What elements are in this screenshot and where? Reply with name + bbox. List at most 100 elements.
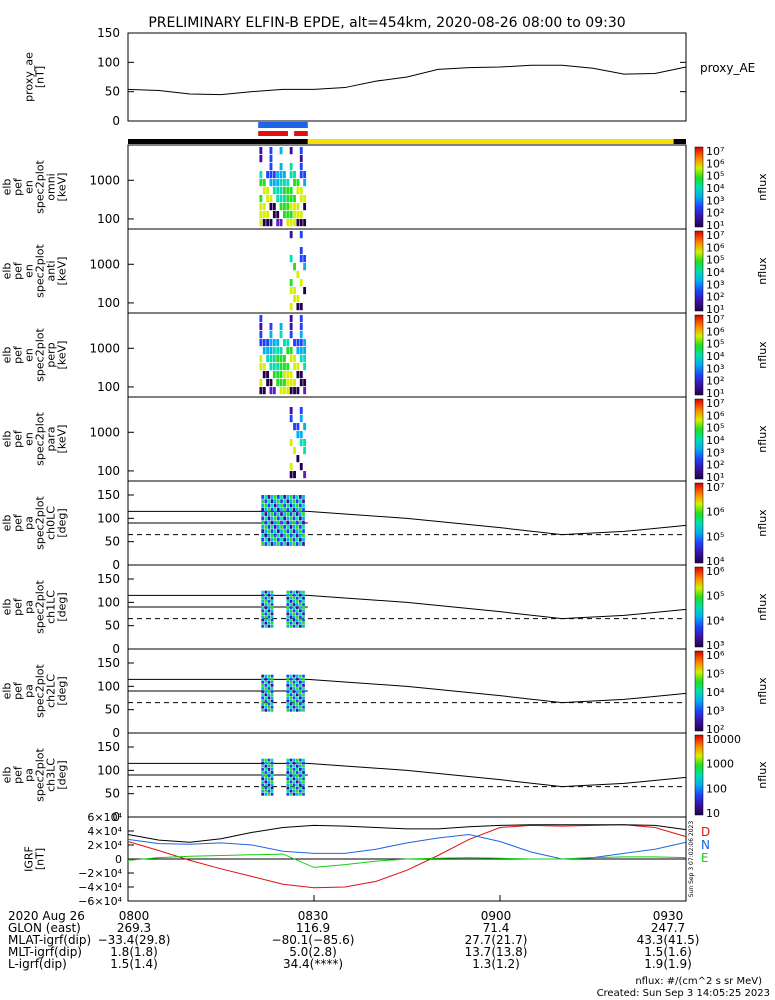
pa_ch1-spectrogram-cell <box>299 606 302 610</box>
en_omni-spectrogram-cell <box>299 171 303 179</box>
en_para-spectrogram-cell <box>289 439 293 447</box>
pa_ch0-ytick-label: 0 <box>112 558 120 572</box>
pa_ch3-spectrogram-cell <box>261 786 264 790</box>
footer-cell: 5.0(2.8) <box>289 945 337 959</box>
en_anti-ylabel-line: pef <box>12 261 25 280</box>
pa_ch1-spectrogram-cell <box>295 618 299 622</box>
footer-cell: 34.4(****) <box>283 957 343 971</box>
en_omni-spectrogram-cell <box>299 195 303 203</box>
pa_ch2-spectrogram-cell <box>302 674 305 678</box>
en_perp-spectrogram-cell <box>289 379 293 387</box>
pa_ch3-spectrogram-cell <box>295 789 299 793</box>
pa_ch3-spectrogram-cell <box>267 758 271 762</box>
pa_ch3-spectrogram-cell <box>289 783 293 787</box>
en_omni-ylabel-line: pef <box>12 177 25 196</box>
en_omni-spectrogram-cell <box>283 187 286 195</box>
en_anti-spectrogram-cell <box>303 287 307 295</box>
pa_ch2-spectrogram-cell <box>299 674 302 678</box>
pa_ch3-spectrogram-cell <box>267 792 271 796</box>
pa_ch1-spectrogram-cell <box>292 606 296 610</box>
pa_ch0-spectrogram-cell <box>264 520 268 525</box>
pa_ch3-spectrogram-cell <box>267 774 271 778</box>
pa_ch1-spectrogram-cell <box>264 612 268 616</box>
pa_ch2-spectrogram-cell <box>292 702 296 706</box>
pa_ch1-spectrogram-cell <box>302 603 305 606</box>
en_omni-spectrogram-cell <box>299 155 303 163</box>
pa_ch0-spectrogram-cell <box>261 520 264 525</box>
pa_ch0-spectrogram-cell <box>280 524 283 529</box>
en_omni-spectrogram-cell <box>293 219 296 227</box>
pa_ch2-spectrogram-cell <box>299 708 302 712</box>
pa_ch1-spectrogram-cell <box>292 624 296 628</box>
en_perp-spectrogram-cell <box>283 355 286 363</box>
en_omni-spectrogram-cell <box>269 219 273 227</box>
pa_ch1-spectrogram-cell <box>299 621 302 625</box>
pa_ch1-spectrogram-cell <box>267 621 271 625</box>
pa_ch2-spectrogram-cell <box>286 702 290 706</box>
pa_ch2-spectrogram-cell <box>299 684 302 687</box>
pa_ch0-spectrogram-cell <box>302 512 305 516</box>
pa_ch2-ytick-label: 150 <box>97 656 120 670</box>
pa_ch0-spectrogram-cell <box>286 537 290 542</box>
pa_ch0-ylabel-line: spec2plot <box>34 496 47 550</box>
pa_ch2-spectrogram-cell <box>292 674 296 678</box>
igrf-series-E <box>127 853 687 868</box>
en_omni-spectrogram-cell <box>303 171 307 179</box>
pa_ch0-spectrogram-cell <box>261 516 264 521</box>
pa_ch2-colorbar-tick-label: 10⁵ <box>706 668 724 681</box>
pa_ch0-spectrogram-cell <box>273 512 277 516</box>
en_omni-spectrogram-cell <box>266 219 270 227</box>
pa_ch3-spectrogram-cell <box>267 780 271 784</box>
pa_ch0-spectrogram-cell <box>286 533 290 538</box>
pa_ch0-ylabel-line: [deg] <box>56 508 69 537</box>
pa_ch3-spectrogram-cell <box>299 792 302 796</box>
en_perp-spectrogram-cell <box>286 339 290 347</box>
pa_ch2-spectrogram-cell <box>295 708 299 712</box>
pa_ch0-spectrogram-cell <box>270 537 274 542</box>
pa_ch2-spectrogram-cell <box>267 680 271 684</box>
pa_ch3-spectrogram-cell <box>289 774 293 778</box>
pa_ch3-spectrogram-cell <box>286 771 290 774</box>
pa_ch2-spectrogram-cell <box>261 684 264 687</box>
pa_ch1-spectrogram-cell <box>299 593 302 597</box>
en_anti-colorbar-tick-label: 10⁷ <box>706 229 724 242</box>
pa_ch2-spectrogram-cell <box>299 687 302 690</box>
igrf-ytick-label: 4×10⁴ <box>87 825 122 838</box>
pa_ch0-spectrogram-cell <box>292 507 296 512</box>
pa_ch3-spectrogram-cell <box>286 783 290 787</box>
pa_ch0-ylabel-line: ch0LC <box>45 506 58 540</box>
pa_ch0-spectrogram-cell <box>267 533 271 538</box>
en_para-spectrogram-cell <box>299 439 303 447</box>
pa_ch1-spectrogram-cell <box>264 609 268 613</box>
en_perp-spectrogram-cell <box>272 363 276 371</box>
en_anti-spectrogram-cell <box>299 303 303 311</box>
pa_ch0-spectrogram-cell <box>277 529 280 534</box>
pa_ch0-spectrogram-cell <box>302 542 305 546</box>
pa_ch2-spectrogram-cell <box>286 708 290 712</box>
en_omni-spectrogram-cell <box>296 219 300 227</box>
en_anti-colorbar-tick-label: 10³ <box>706 278 724 291</box>
en_anti-colorbar-tick-label: 10⁴ <box>706 266 725 279</box>
en_perp-spectrogram-cell <box>279 379 283 387</box>
pa_ch1-spectrogram-cell <box>289 603 293 606</box>
pa_ch0-spectrogram-cell <box>273 537 277 542</box>
en_perp-spectrogram-cell <box>259 379 263 387</box>
pa_ch3-spectrogram-cell <box>286 786 290 790</box>
igrf-series-D <box>127 824 687 889</box>
en_perp-colorbar-label: nflux <box>756 341 769 369</box>
pa_ch1-spectrogram-cell <box>289 600 293 603</box>
pa_ch1-spectrogram-cell <box>299 603 302 606</box>
pa_ch2-spectrogram-cell <box>264 674 268 678</box>
en_omni-spectrogram-cell <box>269 163 273 171</box>
pa_ch2-spectrogram-cell <box>264 699 268 703</box>
en_perp-spectrogram-cell <box>289 371 293 379</box>
pa_ch2-spectrogram-cell <box>302 690 305 694</box>
en_anti-spectrogram-cell <box>303 255 307 263</box>
pa_ch2-spectrogram-cell <box>289 677 293 681</box>
en_anti-spectrogram-cell <box>289 231 293 239</box>
pa_ch0-spectrogram-cell <box>270 507 274 512</box>
en_omni-spectrogram-cell <box>289 163 293 171</box>
pa_ch3-spectrogram-cell <box>295 786 299 790</box>
pa_ch0-spectrogram-cell <box>277 533 280 538</box>
